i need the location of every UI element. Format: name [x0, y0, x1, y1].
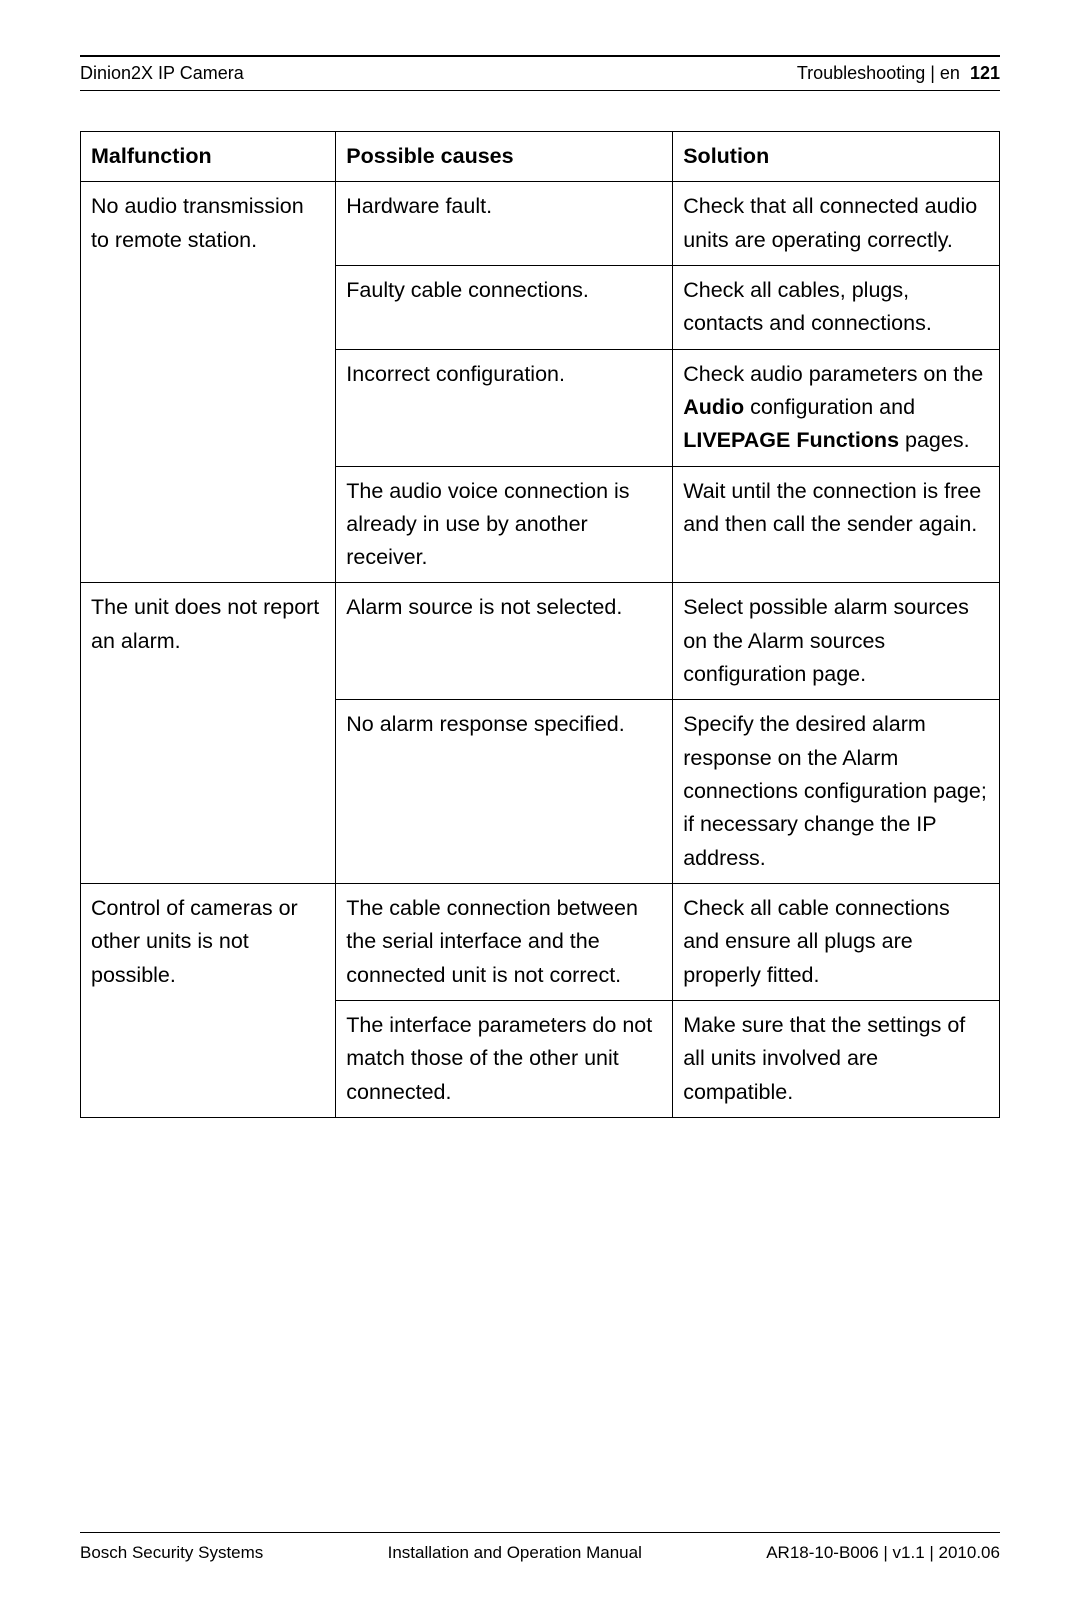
- cell-solution: Check that all connected audio units are…: [673, 182, 1000, 266]
- table-header-row: Malfunction Possible causes Solution: [81, 132, 1000, 182]
- solution-text: Check all cables, plugs, contacts and co…: [683, 278, 932, 335]
- cell-cause: Alarm source is not selected.: [336, 583, 673, 700]
- solution-bold-text: LIVEPAGE Functions: [683, 428, 899, 452]
- cell-malfunction: Control of cameras or other units is not…: [81, 883, 336, 1117]
- page-header: Dinion2X IP Camera Troubleshooting | en …: [80, 63, 1000, 91]
- footer-doc-ref: AR18-10-B006 | v1.1 | 2010.06: [766, 1543, 1000, 1563]
- solution-text: Check all cable connections and ensure a…: [683, 896, 950, 987]
- solution-text: Wait until the connection is free and th…: [683, 479, 981, 536]
- cell-cause: The cable connection between the serial …: [336, 883, 673, 1000]
- cell-solution: Make sure that the settings of all units…: [673, 1000, 1000, 1117]
- cell-cause: No alarm response specified.: [336, 700, 673, 884]
- footer-company: Bosch Security Systems: [80, 1543, 263, 1563]
- solution-text: Check that all connected audio units are…: [683, 194, 977, 251]
- troubleshooting-table: Malfunction Possible causes Solution No …: [80, 131, 1000, 1118]
- header-section-page: Troubleshooting | en 121: [797, 63, 1000, 84]
- header-product: Dinion2X IP Camera: [80, 63, 244, 84]
- col-solution: Solution: [673, 132, 1000, 182]
- solution-text: Check audio parameters on the: [683, 362, 983, 386]
- cell-cause: The interface parameters do not match th…: [336, 1000, 673, 1117]
- cell-solution: Select possible alarm sources on the Ala…: [673, 583, 1000, 700]
- solution-text: Specify the desired alarm response on th…: [683, 712, 987, 869]
- solution-bold-text: Audio: [683, 395, 744, 419]
- page-footer: Bosch Security Systems Installation and …: [80, 1532, 1000, 1563]
- cell-cause: Hardware fault.: [336, 182, 673, 266]
- cell-cause: Faulty cable connections.: [336, 265, 673, 349]
- cell-solution: Check all cable connections and ensure a…: [673, 883, 1000, 1000]
- cell-solution: Wait until the connection is free and th…: [673, 466, 1000, 583]
- cell-malfunction: The unit does not report an alarm.: [81, 583, 336, 884]
- cell-cause: The audio voice connection is already in…: [336, 466, 673, 583]
- solution-text: pages.: [899, 428, 970, 452]
- col-causes: Possible causes: [336, 132, 673, 182]
- solution-text: Make sure that the settings of all units…: [683, 1013, 965, 1104]
- cell-solution: Check audio parameters on the Audio conf…: [673, 349, 1000, 466]
- cell-malfunction: No audio transmission to remote station.: [81, 182, 336, 583]
- cell-solution: Check all cables, plugs, contacts and co…: [673, 265, 1000, 349]
- cell-cause: Incorrect configuration.: [336, 349, 673, 466]
- table-row: Control of cameras or other units is not…: [81, 883, 1000, 1000]
- solution-text: configuration and: [744, 395, 915, 419]
- table-row: The unit does not report an alarm.Alarm …: [81, 583, 1000, 700]
- page-number: 121: [970, 63, 1000, 83]
- footer-doc-title: Installation and Operation Manual: [388, 1543, 642, 1563]
- col-malfunction: Malfunction: [81, 132, 336, 182]
- solution-text: Select possible alarm sources on the Ala…: [683, 595, 969, 686]
- cell-solution: Specify the desired alarm response on th…: [673, 700, 1000, 884]
- table-row: No audio transmission to remote station.…: [81, 182, 1000, 266]
- header-section: Troubleshooting | en: [797, 63, 960, 83]
